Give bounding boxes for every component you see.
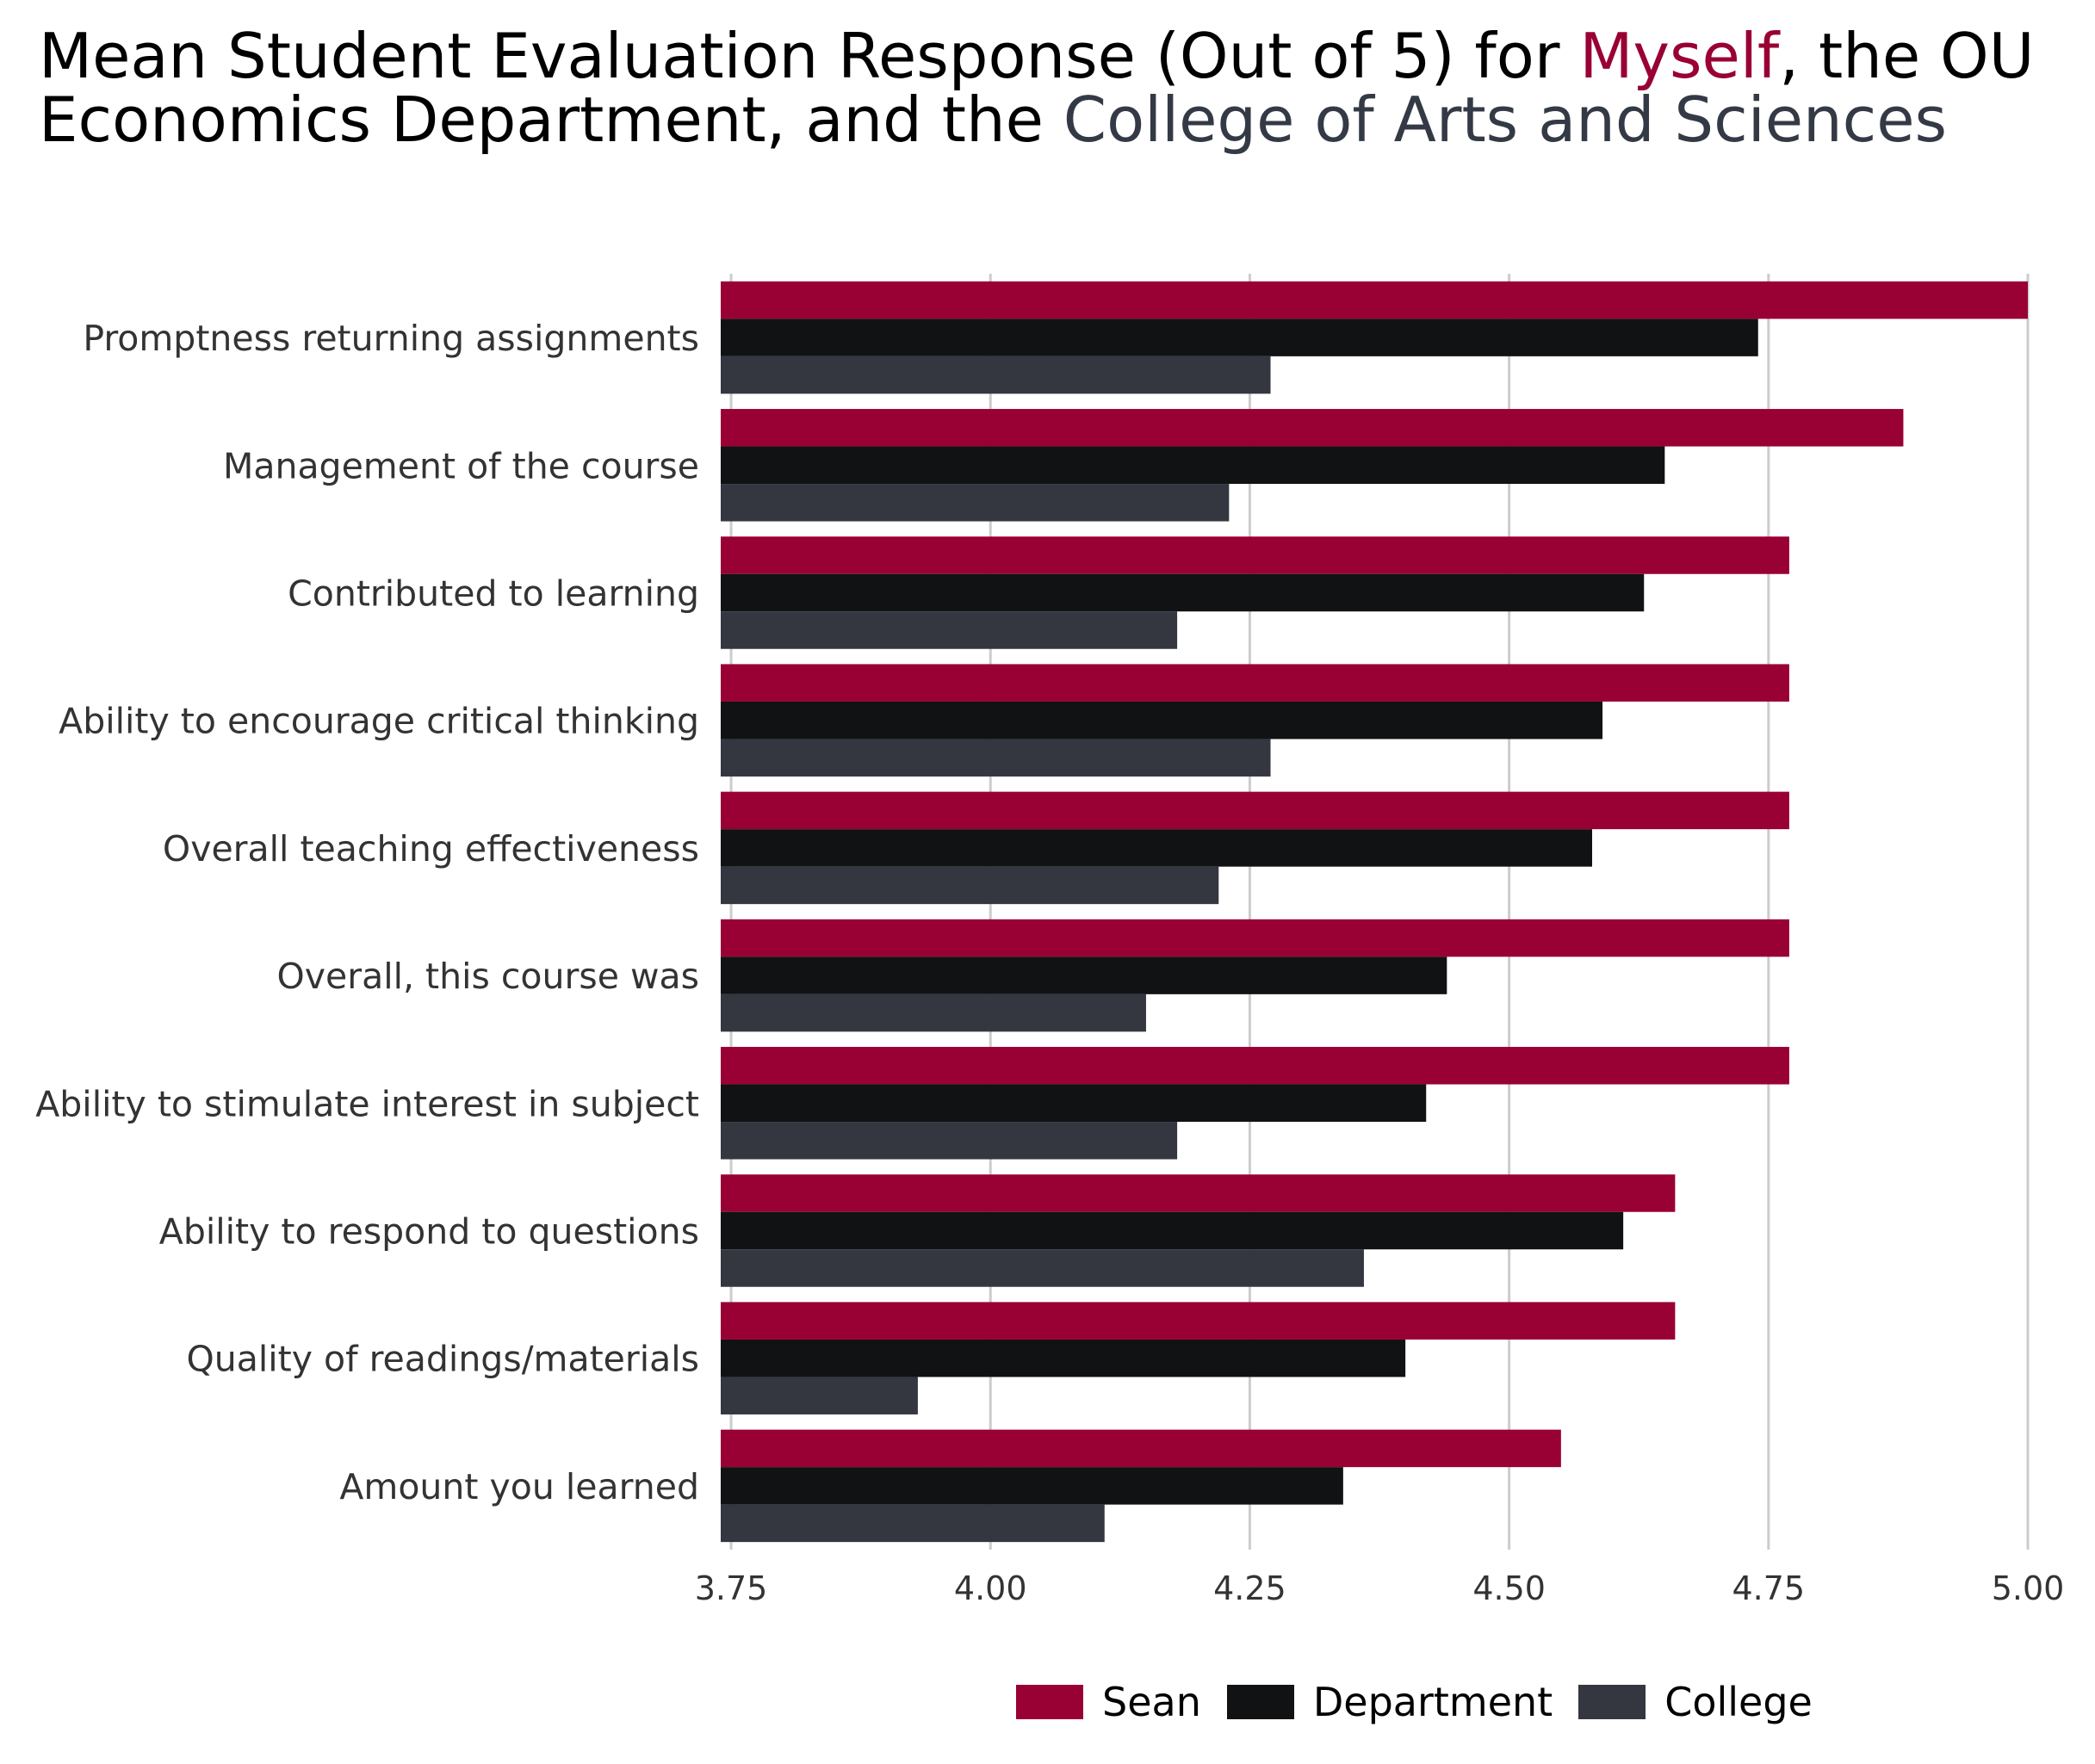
legend-item-college: College [1578, 1679, 1813, 1725]
chart-title: Mean Student Evaluation Response (Out of… [39, 24, 2071, 152]
legend-swatch-department [1226, 1685, 1294, 1719]
bar-college-9 [721, 1504, 1105, 1543]
category-label-6: Ability to stimulate interest in subject [35, 1083, 699, 1124]
category-label-5: Overall, this course was [276, 956, 699, 997]
bar-college-4 [721, 866, 1219, 905]
bar-sean-1 [721, 409, 1904, 447]
category-label-3: Ability to encourage critical thinking [59, 701, 699, 742]
bar-college-1 [721, 484, 1230, 522]
bar-college-5 [721, 993, 1146, 1032]
bar-sean-4 [721, 791, 1789, 830]
bar-sean-3 [721, 664, 1789, 702]
category-label-9: Amount you learned [339, 1466, 699, 1507]
bar-department-3 [721, 701, 1603, 740]
x-tick-label-2: 4.25 [1213, 1569, 1286, 1607]
bar-department-0 [721, 319, 1758, 356]
bar-college-6 [721, 1122, 1178, 1160]
legend-label-college: College [1664, 1679, 1813, 1725]
x-tick-label-0: 3.75 [695, 1569, 768, 1607]
legend-label-department: Department [1312, 1679, 1553, 1725]
legend-swatch-college [1578, 1685, 1646, 1719]
category-label-2: Contributed to learning [288, 573, 699, 615]
legend-item-sean: Sean [1016, 1679, 1201, 1725]
legend-swatch-sean [1016, 1685, 1083, 1719]
title-part-2: , the OU Economics Department, and the [39, 20, 2035, 156]
bar-sean-0 [721, 281, 2028, 319]
bar-sean-7 [721, 1174, 1676, 1212]
title-part-1: Mean Student Evaluation Response (Out of… [39, 20, 1580, 92]
bar-sean-2 [721, 536, 1789, 574]
category-label-8: Quality of readings/materials [187, 1339, 699, 1380]
bar-college-0 [721, 356, 1271, 394]
bar-department-6 [721, 1084, 1427, 1123]
x-tick-label-5: 5.00 [1992, 1569, 2065, 1607]
title-highlight-college: College of Arts and Sciences [1063, 84, 1948, 156]
bar-sean-6 [721, 1047, 1789, 1085]
bar-college-8 [721, 1377, 918, 1414]
bar-department-2 [721, 573, 1645, 612]
category-labels: Promptness returning assignments Manageme… [35, 318, 699, 1507]
bar-department-9 [721, 1467, 1343, 1505]
category-label-4: Overall teaching effectiveness [163, 828, 699, 870]
bar-department-4 [721, 829, 1592, 867]
x-axis-tick-labels: 3.75 4.00 4.25 4.50 4.75 5.00 [695, 1569, 2065, 1607]
bar-department-1 [721, 446, 1665, 485]
bar-college-2 [721, 611, 1178, 649]
bar-college-7 [721, 1249, 1364, 1287]
bar-department-7 [721, 1211, 1624, 1250]
bar-sean-8 [721, 1302, 1676, 1340]
category-label-1: Management of the course [223, 445, 699, 486]
legend-item-department: Department [1226, 1679, 1553, 1725]
bars [721, 281, 2028, 1543]
legend: Sean Department College [1016, 1679, 1838, 1725]
bar-sean-5 [721, 919, 1789, 957]
x-tick-label-4: 4.75 [1732, 1569, 1806, 1607]
legend-label-sean: Sean [1102, 1679, 1201, 1725]
bar-college-3 [721, 739, 1271, 777]
bar-sean-9 [721, 1429, 1561, 1468]
x-tick-label-1: 4.00 [954, 1569, 1027, 1607]
bar-department-5 [721, 956, 1447, 994]
bar-department-8 [721, 1339, 1406, 1377]
category-label-7: Ability to respond to questions [159, 1211, 699, 1253]
x-tick-label-3: 4.50 [1472, 1569, 1546, 1607]
category-label-0: Promptness returning assignments [83, 318, 699, 359]
title-highlight-myself: Myself [1579, 20, 1780, 92]
